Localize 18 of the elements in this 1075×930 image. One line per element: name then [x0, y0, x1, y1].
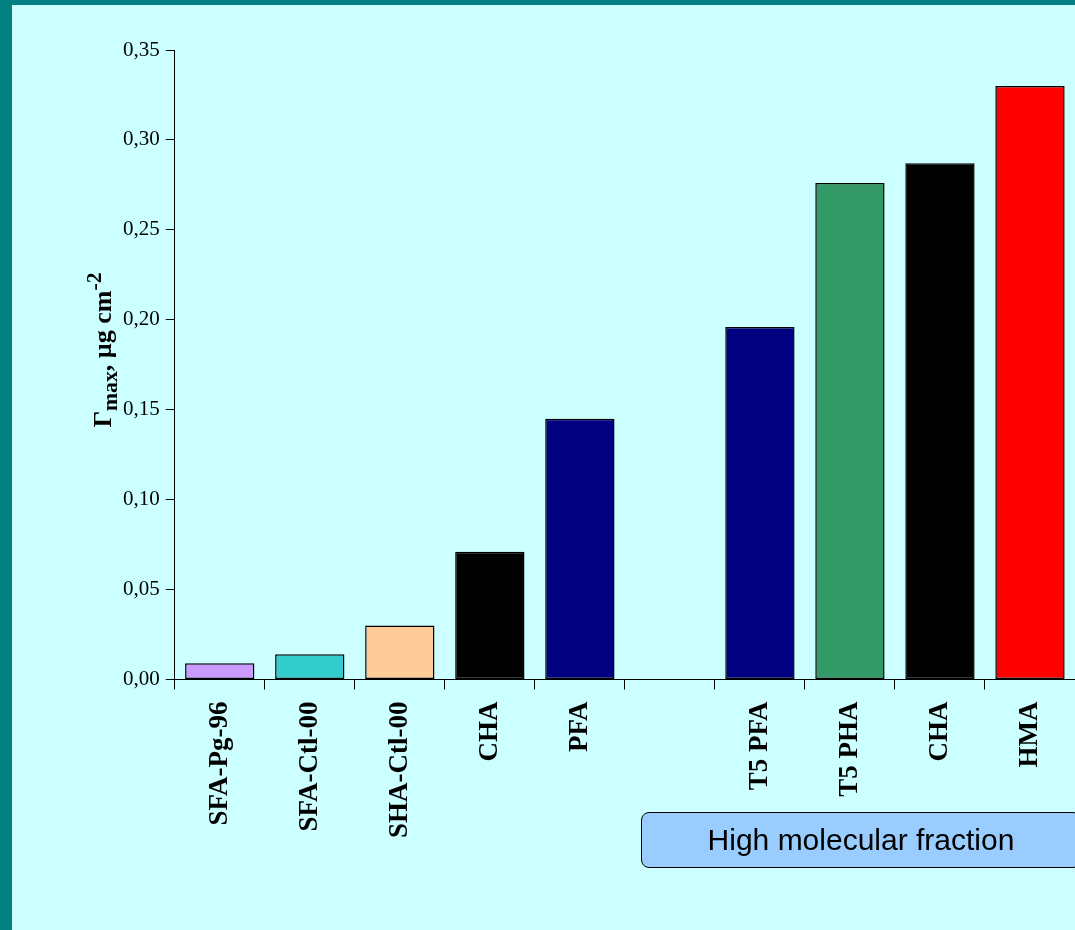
x-tick-label: SFA-Ctl-00 — [292, 701, 323, 832]
text: High molecular fraction — [641, 812, 1075, 868]
y-tick-label: 0,35 — [123, 36, 160, 61]
x-tick-label: HMA — [1012, 701, 1043, 768]
x-tick-label: SFA-Pg-96 — [202, 701, 233, 826]
x-tick-label: T5 PHA — [832, 701, 863, 797]
x-tick-label: PFA — [562, 701, 593, 752]
y-tick-label: 0,15 — [123, 396, 160, 421]
y-tick-label: 0,30 — [123, 126, 160, 151]
y-tick-label: 0,25 — [123, 216, 160, 241]
y-tick-label: 0,05 — [123, 576, 160, 601]
x-tick-label: CHA — [922, 701, 953, 762]
x-tick-label: SHA-Ctl-00 — [382, 701, 413, 839]
x-tick-label: CHA — [472, 701, 503, 762]
y-tick-label: 0,00 — [123, 666, 160, 691]
y-tick-label: 0,20 — [123, 306, 160, 331]
y-tick-label: 0,10 — [123, 486, 160, 511]
x-tick-label: T5 PFA — [742, 701, 773, 791]
